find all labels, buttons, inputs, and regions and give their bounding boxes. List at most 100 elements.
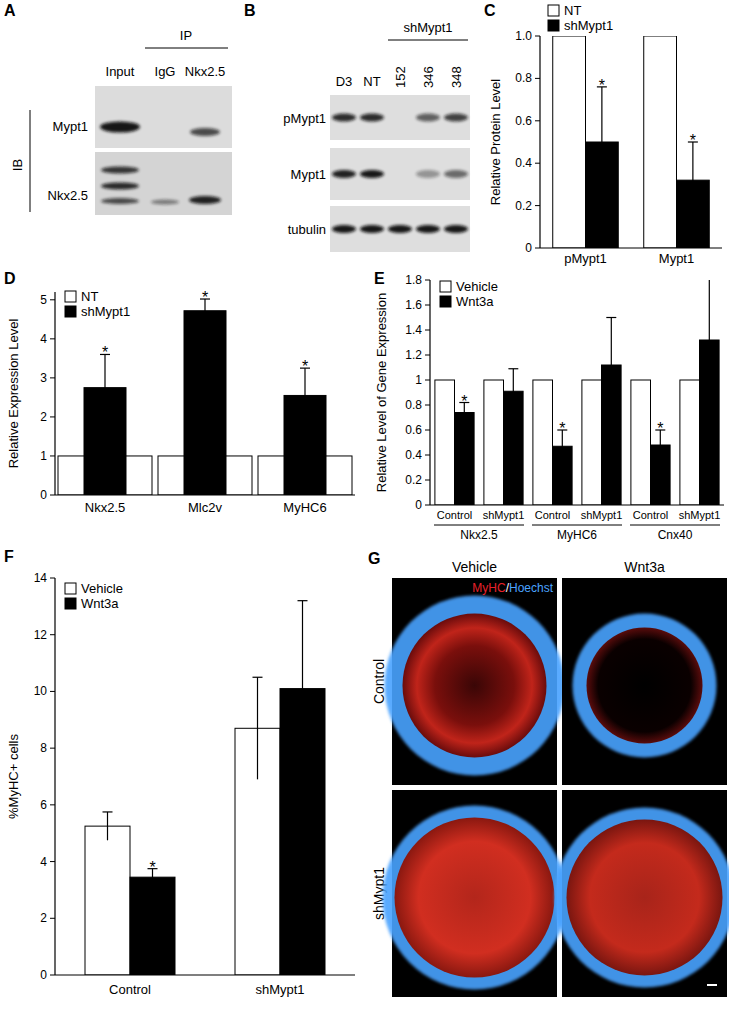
x-tick-label: Control — [109, 982, 151, 997]
y-tick — [50, 578, 55, 579]
legend-label: shMypt1 — [564, 18, 613, 33]
band — [189, 196, 221, 204]
y-tick — [50, 975, 55, 976]
error-bar — [100, 354, 110, 420]
error-line — [692, 142, 693, 218]
y-tick-label: 0.4 — [515, 156, 532, 170]
legend-swatch — [65, 598, 76, 609]
error-cap — [606, 317, 616, 318]
ib-bracket — [30, 110, 31, 212]
x-tick-label: MyHC6 — [283, 500, 326, 515]
legend-swatch — [548, 5, 559, 16]
row-label: Mypt1 — [53, 119, 88, 134]
plot-area — [435, 280, 719, 505]
chart: F%MyHC+ cells02468101214*ControlshMypt1V… — [4, 548, 355, 997]
x-tick-label: pMypt1 — [564, 251, 607, 266]
plot-area — [58, 299, 352, 495]
blot — [330, 148, 470, 200]
blot — [95, 152, 232, 215]
band — [151, 200, 179, 205]
y-tick-label: 1.2 — [405, 348, 422, 362]
colony-core — [567, 820, 723, 976]
panel-label: D — [4, 270, 16, 287]
chart: DRelative Expression Level012345***Nkx2.… — [4, 270, 355, 515]
chart: CRelative Protein Level00.20.40.60.81.0*… — [484, 2, 722, 266]
x-tick-label: Control — [633, 509, 668, 521]
y-axis — [54, 578, 55, 975]
y-tick — [535, 248, 540, 249]
y-tick — [425, 355, 430, 356]
hoechst-ring — [573, 614, 717, 758]
significance-star: * — [657, 420, 663, 437]
bar — [435, 380, 455, 505]
y-tick-label: 0 — [40, 488, 47, 502]
y-axis — [54, 292, 55, 495]
panel-label: F — [4, 548, 14, 565]
plot-area — [553, 36, 710, 248]
blot — [95, 86, 232, 148]
band — [101, 183, 139, 190]
legend: NTshMypt1 — [65, 289, 130, 319]
error-bar — [508, 369, 518, 414]
x-tick-label: Control — [535, 509, 570, 521]
x-tick-label: shMypt1 — [679, 509, 721, 521]
significance-star: * — [102, 344, 108, 361]
error-bar — [298, 601, 308, 777]
error-cap — [508, 368, 518, 369]
band — [332, 114, 356, 122]
band — [101, 198, 139, 204]
lane-label: IgG — [155, 64, 176, 79]
band — [444, 225, 468, 233]
y-axis-label: %MyHC+ cells — [6, 734, 21, 819]
legend-label: Wnt3a — [81, 596, 119, 611]
error-bar — [688, 142, 698, 218]
y-axis-label: Relative Protein Level — [488, 79, 503, 206]
blot — [330, 206, 470, 252]
y-tick-label: 0.8 — [405, 398, 422, 412]
x-tick-label: shMypt1 — [483, 509, 525, 521]
band — [416, 225, 440, 233]
y-tick — [535, 120, 540, 121]
lane-label: Nkx2.5 — [185, 64, 225, 79]
x-axis — [55, 974, 355, 975]
y-tick — [425, 405, 430, 406]
band — [332, 225, 356, 233]
y-tick — [50, 416, 55, 417]
y-tick — [425, 330, 430, 331]
legend: NTshMypt1 — [548, 3, 613, 33]
y-tick-label: 6 — [40, 798, 47, 812]
y-tick-label: 0.8 — [515, 71, 532, 85]
y-tick-label: 10 — [34, 684, 48, 698]
x-axis — [540, 247, 722, 248]
row-label: pMypt1 — [283, 111, 326, 126]
y-tick-label: 8 — [40, 741, 47, 755]
lane-label: D3 — [336, 74, 353, 89]
group-bracket — [532, 525, 622, 526]
y-tick-label: 2 — [40, 911, 47, 925]
row-label: Nkx2.5 — [48, 188, 88, 203]
y-tick-label: 5 — [40, 293, 47, 307]
bar — [85, 826, 130, 975]
band — [360, 170, 384, 178]
legend-label: NT — [81, 289, 98, 304]
ib-label: IB — [10, 159, 25, 171]
y-tick-label: 12 — [34, 628, 48, 642]
y-tick-label: 14 — [34, 571, 48, 585]
x-axis — [430, 504, 724, 505]
bar — [533, 380, 553, 505]
error-line — [304, 368, 305, 423]
bar — [644, 36, 677, 248]
legend-swatch — [65, 583, 76, 594]
y-axis — [429, 280, 430, 505]
y-tick — [425, 305, 430, 306]
bar — [680, 380, 700, 505]
significance-star: * — [690, 132, 696, 149]
y-tick — [50, 377, 55, 378]
y-tick-label: 0 — [40, 968, 47, 982]
panel-label: G — [368, 550, 380, 567]
group-bracket — [630, 525, 720, 526]
y-tick — [535, 78, 540, 79]
y-tick — [50, 338, 55, 339]
panel-label: B — [244, 2, 256, 19]
significance-star: * — [302, 358, 308, 375]
